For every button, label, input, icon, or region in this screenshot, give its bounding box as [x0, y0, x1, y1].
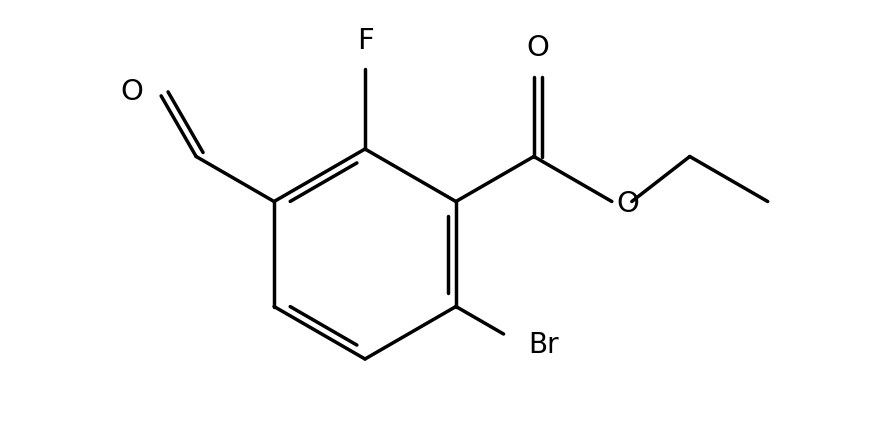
Text: O: O	[120, 78, 143, 106]
Text: Br: Br	[529, 330, 559, 358]
Text: O: O	[527, 35, 549, 62]
Text: O: O	[616, 190, 639, 218]
Text: F: F	[357, 27, 374, 55]
